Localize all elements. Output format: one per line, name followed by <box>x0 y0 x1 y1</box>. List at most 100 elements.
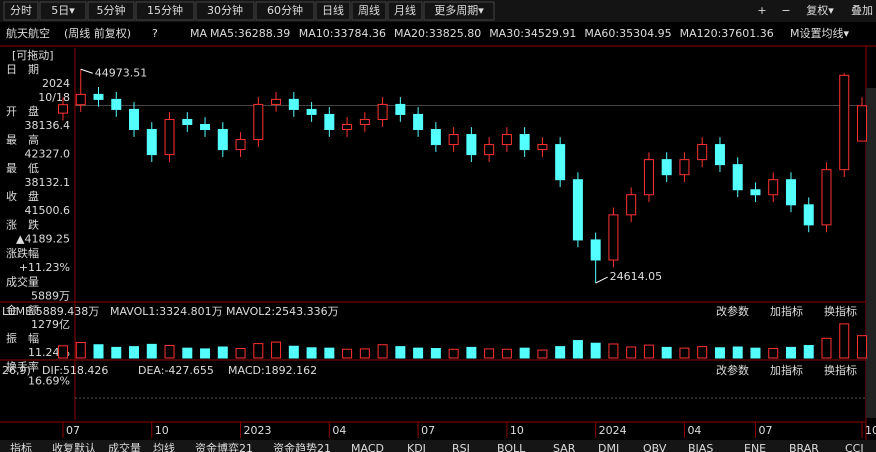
candle-body <box>537 144 548 151</box>
annotation: 24614.05 <box>610 270 663 283</box>
ma-settings[interactable]: M设置均线▾ <box>790 26 849 40</box>
tab-box[interactable] <box>351 1 387 21</box>
volume-bar <box>572 340 583 359</box>
toolbar-right[interactable]: + <box>757 4 766 17</box>
toolbar-right[interactable]: 叠加 <box>851 4 873 17</box>
bottom-tab[interactable]: BOLL <box>497 442 526 452</box>
side-value: 41500.6 <box>25 204 71 217</box>
candle-body <box>324 113 335 131</box>
toolbar-right[interactable]: − <box>781 4 790 17</box>
bottom-tab[interactable]: RSI <box>452 442 470 452</box>
tab-box[interactable] <box>195 1 255 21</box>
x-tick-label: 07 <box>421 424 435 437</box>
panel-button[interactable]: 换指标 <box>824 363 857 377</box>
candle-body <box>857 105 867 142</box>
side-label: 收 盘 <box>6 189 39 203</box>
volume-bar <box>395 346 406 359</box>
tab-box[interactable] <box>135 1 195 21</box>
macd-header: MACD:1892.162 <box>228 364 317 377</box>
toolbar-tab[interactable]: 月线 <box>394 3 416 17</box>
scrollbar[interactable] <box>866 88 876 418</box>
volume-header: MAVOL1:3324.801万 <box>110 305 223 318</box>
bottom-tab[interactable]: SAR <box>553 442 576 452</box>
help[interactable]: ? <box>152 27 158 40</box>
candle-body <box>306 108 317 115</box>
toolbar-tab[interactable]: 15分钟 <box>147 3 183 17</box>
bottom-tab[interactable]: 收复默认 <box>52 441 96 452</box>
bottom-tab[interactable]: BRAR <box>789 442 819 452</box>
volume-bar <box>217 346 228 359</box>
bottom-tab[interactable]: ENE <box>744 442 766 452</box>
candle-body <box>146 129 157 156</box>
toolbar-tab[interactable]: 5分钟 <box>97 3 126 17</box>
volume-bar <box>430 348 441 359</box>
candle-body <box>129 108 140 131</box>
side-label: 日 期 <box>6 63 39 76</box>
side-value: 5889万 <box>31 289 70 302</box>
panel-button[interactable]: 改参数 <box>716 304 749 318</box>
bottom-tab[interactable]: CCI <box>845 442 864 452</box>
ma-value: MA5:36288.39 <box>210 27 290 40</box>
volume-bar <box>750 347 761 359</box>
bottom-tab[interactable]: 指标 <box>10 441 32 452</box>
bottom-tab[interactable]: KDJ <box>407 442 426 452</box>
panel-button[interactable]: 加指标 <box>770 304 803 318</box>
bottom-tab[interactable]: MACD <box>351 442 384 452</box>
tab-box[interactable] <box>255 1 315 21</box>
x-tick-label: 2023 <box>244 424 272 437</box>
volume-bar <box>697 346 708 359</box>
volume-bar <box>146 343 157 359</box>
volume-bar <box>555 346 566 359</box>
side-value: 2024 <box>42 77 70 90</box>
side-value: 42327.0 <box>25 147 71 160</box>
candle-body <box>111 98 122 110</box>
candle-body <box>395 103 406 115</box>
volume-bar <box>519 347 530 359</box>
bottom-tab[interactable]: 成交量 <box>108 441 141 452</box>
tab-box[interactable] <box>315 1 351 21</box>
volume-bar <box>679 347 690 359</box>
macd-header: DEA:-427.655 <box>138 364 214 377</box>
x-tick-label: 07 <box>758 424 772 437</box>
side-header: [可拖动] <box>12 48 54 62</box>
candle-body <box>590 239 601 261</box>
toolbar-tab[interactable]: 周线 <box>358 3 380 17</box>
volume-bar <box>608 343 619 359</box>
candle-body <box>235 139 246 151</box>
bottom-tab[interactable]: 均线 <box>153 441 175 452</box>
side-label: 金 额 <box>6 303 39 317</box>
x-tick-label: 10 <box>155 424 169 437</box>
candle-body <box>501 134 512 146</box>
toolbar-tab[interactable]: 30分钟 <box>207 3 243 17</box>
volume-bar <box>75 341 86 359</box>
panel-button[interactable]: 加指标 <box>770 363 803 377</box>
candle-body <box>821 169 832 226</box>
tab-box[interactable] <box>387 1 423 21</box>
toolbar-tab[interactable]: 更多周期▾ <box>434 3 484 17</box>
volume-bar <box>643 344 654 359</box>
bottom-tab[interactable]: DMI <box>598 442 619 452</box>
toolbar-tab[interactable]: 分时 <box>10 4 32 17</box>
tab-box[interactable] <box>423 1 495 21</box>
bottom-tab[interactable]: 资金趋势21 <box>273 441 331 452</box>
tab-box[interactable] <box>87 1 135 21</box>
toolbar-tab[interactable]: 60分钟 <box>267 3 303 17</box>
candle-body <box>75 93 86 106</box>
candle-body <box>466 134 477 156</box>
stock-name: 航天航空 <box>6 26 50 40</box>
toolbar-tab[interactable]: 日线 <box>322 3 344 17</box>
volume-header: LUME:5889.438万 <box>2 305 99 318</box>
candle-body <box>430 129 441 146</box>
volume-bar <box>732 346 743 359</box>
panel-button[interactable]: 换指标 <box>824 304 857 318</box>
bottom-tab[interactable]: OBV <box>643 442 667 452</box>
bottom-tab[interactable]: BIAS <box>688 442 713 452</box>
tab-box[interactable] <box>39 1 87 21</box>
volume-bar <box>857 335 867 359</box>
toolbar-right[interactable]: 复权▾ <box>806 3 834 17</box>
toolbar-tab[interactable]: 5日▾ <box>51 4 75 17</box>
tab-box[interactable] <box>3 1 39 21</box>
volume-bar <box>590 342 601 359</box>
bottom-tab[interactable]: 资金博弈21 <box>195 441 253 452</box>
panel-button[interactable]: 改参数 <box>716 363 749 377</box>
